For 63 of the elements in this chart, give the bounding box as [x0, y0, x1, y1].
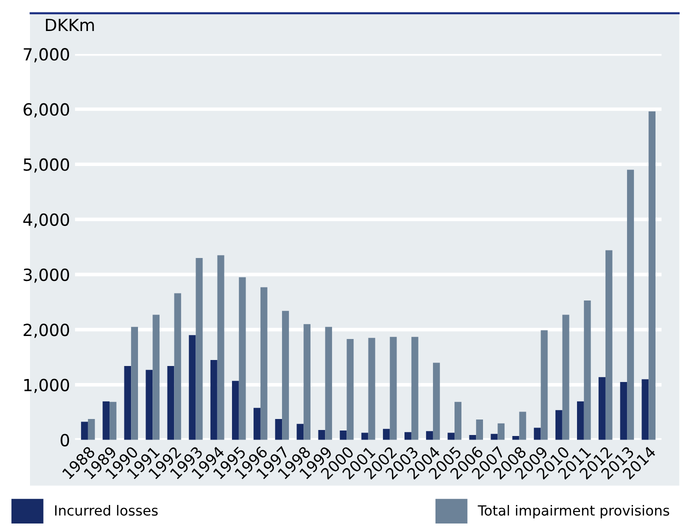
bar [448, 432, 455, 440]
bar [519, 412, 526, 440]
bar [217, 255, 224, 440]
bar [368, 338, 376, 440]
y-tick-label: 2,000 [24, 324, 70, 338]
bar [598, 377, 606, 440]
bar [454, 402, 462, 440]
bar [627, 170, 634, 440]
y-tick-label: 1,000 [24, 378, 70, 394]
bar [620, 382, 628, 440]
bar [152, 314, 160, 440]
bar [232, 380, 239, 440]
legend-label: Total impairment provisions [478, 504, 670, 518]
bar [540, 330, 548, 440]
bar [476, 420, 483, 440]
y-tick-label: 4,000 [23, 213, 70, 228]
bar [404, 432, 412, 440]
bar [584, 300, 591, 440]
bar [81, 422, 88, 440]
bar [325, 326, 332, 440]
bar [124, 366, 132, 440]
y-tick-label: 3,000 [24, 268, 70, 283]
bar [411, 336, 418, 440]
bar [167, 366, 174, 440]
bar [110, 402, 116, 440]
bar [555, 410, 562, 440]
bar [469, 434, 476, 440]
bar [296, 424, 304, 440]
bar [304, 324, 310, 440]
bar [196, 258, 203, 440]
bar [238, 277, 246, 440]
bar [131, 326, 138, 440]
bar [648, 111, 656, 440]
bar [282, 310, 289, 440]
bar [210, 360, 218, 440]
bar [174, 293, 182, 440]
y-axis-title: DKKm [46, 18, 94, 31]
bar [340, 430, 347, 440]
bar [260, 287, 268, 440]
bar [426, 431, 433, 440]
legend-label: Incurred losses [55, 504, 158, 516]
y-tick-label: 5,000 [24, 158, 70, 173]
bar [102, 401, 110, 440]
bar [562, 314, 570, 440]
bar [642, 379, 649, 440]
y-tick-label: 0 [60, 434, 70, 446]
bar [432, 362, 440, 440]
bar [146, 370, 153, 440]
bar [275, 418, 282, 440]
bar [346, 339, 354, 440]
bar [498, 423, 505, 440]
bar [254, 408, 260, 440]
bar [88, 418, 95, 440]
bar [382, 428, 390, 440]
bar [361, 432, 368, 440]
y-tick-label: 6,000 [24, 103, 70, 118]
bar [577, 401, 584, 440]
bar [390, 336, 397, 440]
bar [318, 430, 326, 440]
bar [188, 335, 196, 440]
bar [534, 428, 541, 440]
y-tick-label: 7,000 [24, 48, 70, 62]
bar [605, 250, 612, 440]
